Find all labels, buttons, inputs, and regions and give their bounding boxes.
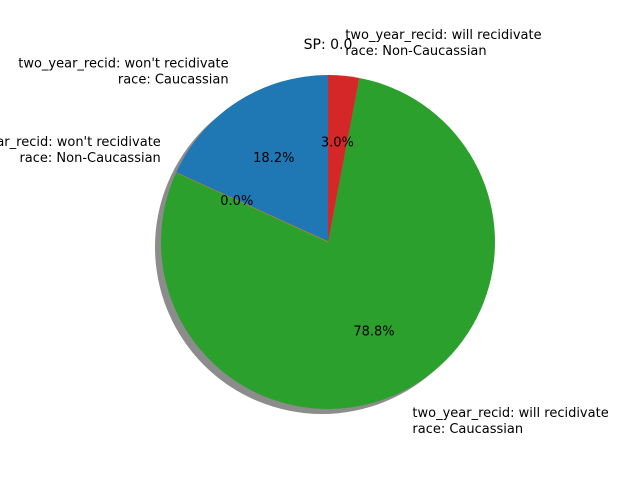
pie-category-label-line: two_year_recid: won't recidivate	[18, 57, 228, 72]
pie-category-label-line: two_year_recid: will recidivate	[345, 28, 541, 43]
pie-category-label-line: race: Caucassian	[118, 73, 229, 88]
pie-pct-label-3: 3.0%	[321, 136, 354, 151]
pie-pct-label-0: 18.2%	[253, 151, 294, 166]
chart-title: SP: 0.0	[304, 37, 353, 53]
pie-category-label-2: two_year_recid: will recidivate race: Cau…	[412, 406, 608, 437]
pie-category-label-0: two_year_recid: won't recidivate race: Ca…	[18, 57, 228, 88]
pie-category-label-line: race: Non-Caucassian	[19, 151, 160, 166]
pie-pct-label-2: 78.8%	[353, 325, 394, 340]
pie-category-label-3: two_year_recid: will recidivate race: Non…	[345, 28, 541, 59]
pie-category-label-line: two_year_recid: will recidivate	[412, 406, 608, 421]
pie-category-label-line: race: Non-Caucassian	[345, 44, 486, 59]
pie-slice-2	[160, 77, 495, 410]
pie-labels: 18.2%two_year_recid: won't recidivate rac…	[0, 28, 609, 437]
pie-wedges	[160, 75, 495, 410]
pie-pct-label-1: 0.0%	[220, 194, 253, 209]
pie-category-label-line: race: Caucassian	[412, 422, 523, 437]
pie-slice-0	[176, 75, 328, 242]
pie-slice-3	[328, 75, 360, 242]
pie-category-label-line: two_year_recid: won't recidivate	[0, 135, 161, 150]
